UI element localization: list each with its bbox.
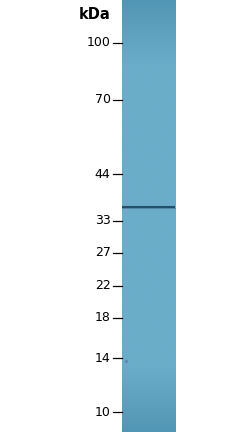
Text: 18: 18 bbox=[95, 311, 111, 324]
Text: 10: 10 bbox=[95, 406, 111, 419]
Text: 70: 70 bbox=[95, 93, 111, 106]
Text: kDa: kDa bbox=[79, 7, 111, 22]
Text: 100: 100 bbox=[87, 36, 111, 49]
Text: 27: 27 bbox=[95, 246, 111, 259]
Text: 44: 44 bbox=[95, 168, 111, 181]
Text: 14: 14 bbox=[95, 352, 111, 365]
Text: 33: 33 bbox=[95, 214, 111, 227]
Text: 22: 22 bbox=[95, 279, 111, 292]
